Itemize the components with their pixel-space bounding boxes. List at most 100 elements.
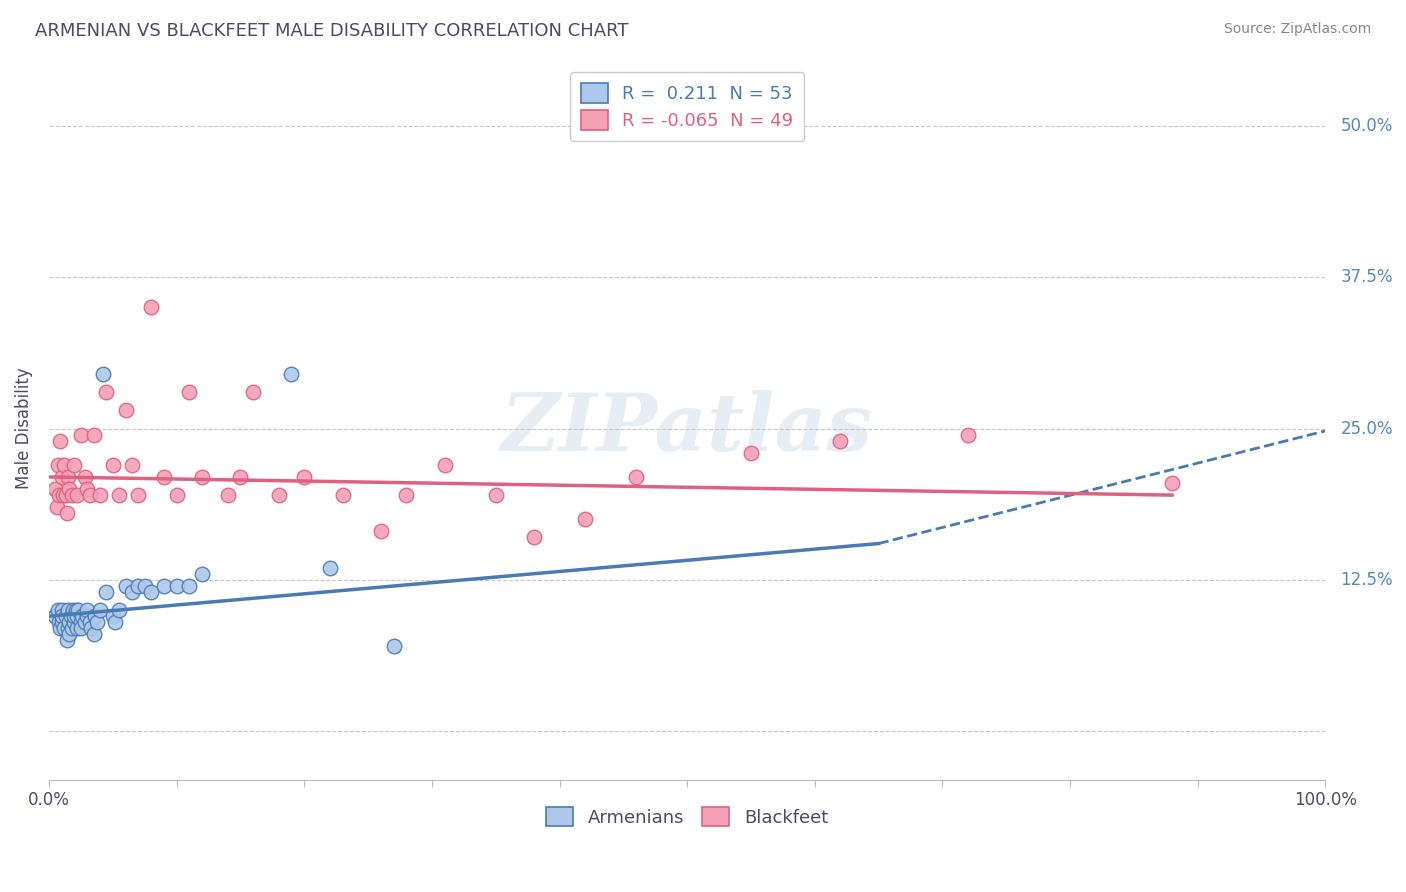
- Point: [79, 488, 101, 502]
- Point: [101, 458, 124, 472]
- Point: [46, 458, 69, 472]
- Point: [127, 579, 149, 593]
- Point: [63, 458, 86, 472]
- Point: [63, 615, 86, 630]
- Point: [114, 403, 136, 417]
- Point: [60, 488, 83, 502]
- Point: [63, 609, 86, 624]
- Point: [58, 482, 80, 496]
- Point: [229, 470, 252, 484]
- Point: [166, 488, 188, 502]
- Point: [104, 615, 127, 630]
- Point: [46, 603, 69, 617]
- Point: [55, 488, 77, 502]
- Point: [370, 524, 392, 539]
- Point: [56, 603, 79, 617]
- Point: [624, 470, 647, 484]
- Point: [242, 385, 264, 400]
- Text: 50.0%: 50.0%: [1340, 117, 1393, 135]
- Point: [217, 488, 239, 502]
- Point: [280, 367, 302, 381]
- Point: [139, 585, 162, 599]
- Point: [96, 385, 118, 400]
- Point: [48, 615, 70, 630]
- Point: [70, 621, 93, 635]
- Point: [70, 615, 93, 630]
- Point: [166, 579, 188, 593]
- Point: [44, 482, 66, 496]
- Point: [134, 579, 156, 593]
- Text: ARMENIAN VS BLACKFEET MALE DISABILITY CORRELATION CHART: ARMENIAN VS BLACKFEET MALE DISABILITY CO…: [35, 22, 628, 40]
- Text: 37.5%: 37.5%: [1340, 268, 1393, 286]
- Point: [153, 579, 176, 593]
- Text: 12.5%: 12.5%: [1340, 571, 1393, 589]
- Point: [121, 458, 143, 472]
- Point: [58, 627, 80, 641]
- Point: [66, 621, 89, 635]
- Point: [55, 609, 77, 624]
- Point: [79, 615, 101, 630]
- Point: [382, 640, 405, 654]
- Point: [191, 566, 214, 581]
- Point: [59, 609, 82, 624]
- Point: [53, 621, 76, 635]
- Point: [89, 488, 111, 502]
- Point: [51, 609, 73, 624]
- Point: [56, 506, 79, 520]
- Point: [89, 603, 111, 617]
- Point: [51, 603, 73, 617]
- Point: [485, 488, 508, 502]
- Point: [179, 385, 201, 400]
- Point: [56, 621, 79, 635]
- Point: [76, 609, 98, 624]
- Point: [433, 458, 456, 472]
- Text: Source: ZipAtlas.com: Source: ZipAtlas.com: [1223, 22, 1371, 37]
- Point: [67, 603, 90, 617]
- Point: [73, 615, 96, 630]
- Point: [62, 603, 84, 617]
- Point: [956, 427, 979, 442]
- Text: ZIPatlas: ZIPatlas: [501, 390, 873, 467]
- Point: [49, 434, 72, 448]
- Point: [76, 482, 98, 496]
- Point: [66, 488, 89, 502]
- Point: [114, 579, 136, 593]
- Point: [66, 609, 89, 624]
- Point: [153, 470, 176, 484]
- Point: [56, 633, 79, 648]
- Point: [70, 427, 93, 442]
- Point: [121, 585, 143, 599]
- Legend: Armenians, Blackfeet: Armenians, Blackfeet: [538, 799, 835, 834]
- Point: [740, 446, 762, 460]
- Point: [830, 434, 852, 448]
- Y-axis label: Male Disability: Male Disability: [15, 368, 32, 490]
- Point: [139, 301, 162, 315]
- Point: [108, 488, 131, 502]
- Text: 25.0%: 25.0%: [1340, 419, 1393, 438]
- Point: [96, 585, 118, 599]
- Point: [49, 621, 72, 635]
- Point: [80, 621, 103, 635]
- Point: [58, 615, 80, 630]
- Point: [267, 488, 290, 502]
- Point: [51, 615, 73, 630]
- Point: [84, 609, 107, 624]
- Point: [76, 603, 98, 617]
- Point: [45, 500, 67, 515]
- Point: [73, 470, 96, 484]
- Point: [1161, 475, 1184, 490]
- Point: [83, 427, 105, 442]
- Point: [191, 470, 214, 484]
- Point: [574, 512, 596, 526]
- Point: [319, 560, 342, 574]
- Point: [523, 531, 546, 545]
- Point: [179, 579, 201, 593]
- Point: [86, 615, 108, 630]
- Point: [56, 470, 79, 484]
- Point: [53, 458, 76, 472]
- Point: [108, 603, 131, 617]
- Point: [44, 609, 66, 624]
- Point: [332, 488, 354, 502]
- Point: [395, 488, 418, 502]
- Point: [91, 367, 114, 381]
